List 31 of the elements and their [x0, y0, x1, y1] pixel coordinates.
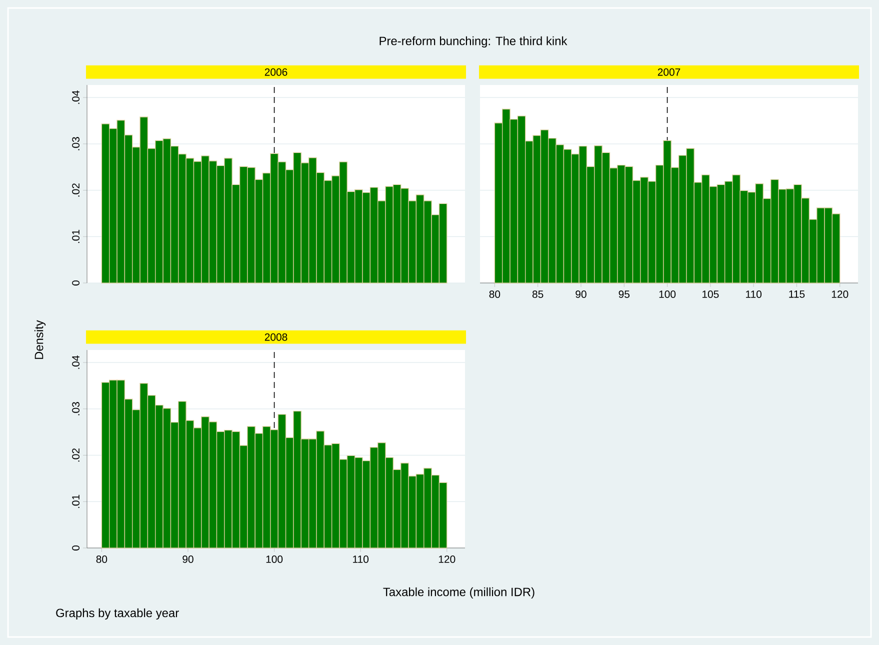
x-axis-title: Taxable income (million IDR): [383, 587, 534, 599]
x-tick-label: 100: [659, 290, 676, 298]
chart-title: 2008: [264, 333, 288, 341]
y-tick-label: 0: [72, 280, 80, 286]
y-tick-label: 0: [72, 545, 80, 550]
y-tick-label: .01: [72, 230, 80, 243]
y-tick-label: .03: [72, 137, 80, 150]
x-tick-label: 110: [746, 290, 762, 298]
x-tick-label: 80: [489, 290, 500, 298]
y-tick-label: .01: [72, 494, 80, 508]
y-axis-title: Density: [34, 320, 46, 359]
x-tick-label: 95: [618, 290, 630, 298]
x-tick-label: 100: [266, 556, 283, 563]
x-tick-label: 120: [438, 556, 456, 563]
x-tick-label: 80: [96, 556, 108, 563]
chart-title: 2006: [264, 68, 288, 76]
x-tick-label: 115: [789, 290, 805, 298]
x-tick-label: 120: [832, 290, 848, 298]
x-tick-label: 110: [353, 556, 369, 563]
chart-title: 2007: [658, 68, 680, 76]
text: Graphs by taxable year: [56, 608, 179, 620]
y-tick-label: .04: [72, 90, 80, 104]
y-tick-label: .03: [72, 402, 80, 416]
x-tick-label: 85: [532, 290, 544, 298]
x-tick-label: 90: [576, 290, 586, 298]
x-tick-label: 90: [182, 556, 194, 563]
x-tick-label: 105: [702, 290, 719, 298]
y-tick-label: .04: [72, 356, 80, 369]
y-tick-label: .02: [72, 184, 80, 197]
y-tick-label: .02: [72, 448, 80, 462]
text: Pre-reform bunching: The third kink: [380, 36, 568, 48]
